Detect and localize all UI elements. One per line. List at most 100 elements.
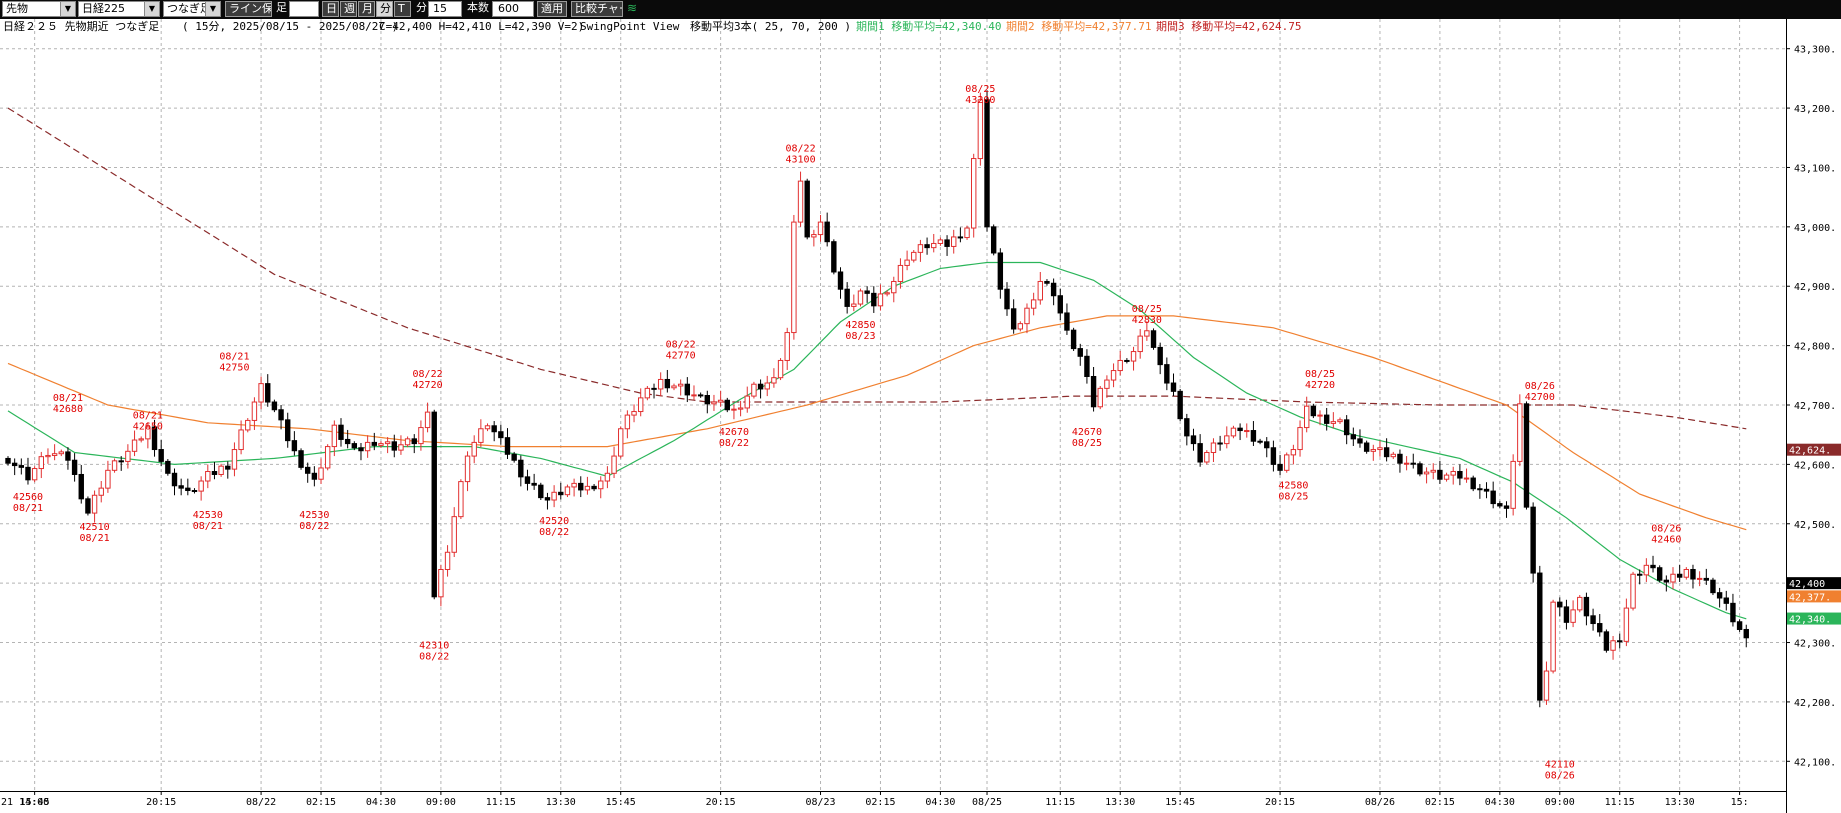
swing-date-label: 08/22 [719,438,749,449]
swing-price-label: 42580 [1278,480,1308,491]
swing-date-label: 08/26 [1651,524,1681,535]
time-axis-label: 13:30 [1665,797,1695,808]
candle-up [131,439,138,452]
candle-up [404,438,411,446]
period-day-button[interactable]: 日 [322,1,339,17]
price-tag-label: 42,340. [1789,615,1831,626]
indicator-name: SwingPoint View [580,20,680,33]
candle-down [1277,463,1283,471]
candle-down [1710,579,1716,594]
apply-button[interactable]: 適用 [537,1,567,17]
candle-up [58,451,64,455]
ma3-path [7,107,1747,430]
candle-up [1403,462,1410,465]
period-tick-button[interactable]: T [394,1,411,17]
time-axis-label: 08/23 [805,797,835,808]
swing-date-label: 08/21 [219,351,249,362]
candle-up [877,293,884,307]
period-minute-button[interactable]: 分 [376,1,393,17]
candle-down [358,447,364,452]
market-select[interactable]: 先物 ▼ [2,1,76,17]
period-month-button[interactable]: 月 [358,1,375,17]
candle-down [1690,568,1696,580]
candle-up [1377,447,1383,451]
candle-down [1557,601,1563,608]
time-axis-label: 02:15 [865,797,895,808]
candle-down [1264,441,1270,449]
candle-down [1237,427,1243,432]
chart-background [0,19,1841,813]
candle-up [424,411,431,429]
swing-date-label: 08/25 [1305,369,1335,380]
candle-up [777,359,784,379]
swing-date-label: 08/22 [539,527,569,538]
symbol-select[interactable]: 日経225 ▼ [78,1,160,17]
candle-up [917,244,924,253]
period-week-button[interactable]: 週 [340,1,357,17]
minute-input[interactable]: 15 [428,1,462,17]
price-axis-label: 42,500. [1794,520,1836,531]
candle-up [145,426,151,440]
chart-type-select[interactable]: つなぎ足 ▼ [163,1,221,17]
candle-up [98,487,104,496]
candle-down [65,451,71,461]
candle-up [1610,640,1616,651]
candle-down [1383,447,1390,458]
candle-up [1224,435,1230,445]
candle-up [644,387,651,399]
candle-up [791,221,797,334]
candle-up [1030,299,1037,309]
symbol-title: 日経２２５ 先物期近 つなぎ足 [3,19,159,33]
chart-settings-icon[interactable]: ≋ [627,1,638,15]
swing-price-label: 42680 [53,404,83,415]
candle-up [1670,573,1676,583]
symbol-select-value: 日経225 [82,2,125,15]
candle-down [1716,592,1723,599]
candle-up [91,494,98,514]
candle-up [764,382,770,390]
candle-down [1650,564,1656,569]
candle-up [125,450,131,462]
price-axis-label: 42,800. [1794,342,1836,353]
candle-up [205,471,211,482]
candle-up [1097,387,1103,408]
candle-up [438,568,444,598]
candle-down [178,485,184,489]
candle-up [324,446,331,469]
candle-up [245,419,251,431]
candle-up [851,303,857,307]
candle-up [1510,460,1516,509]
bar-size-input[interactable] [289,1,319,17]
ma-title: 移動平均3本( 25, 70, 200 ) [690,19,851,33]
candle-down [1197,443,1203,463]
candle-down [1357,438,1363,444]
candle-up [611,455,617,474]
candle-up [1017,323,1024,330]
minute-label: 分 [416,1,427,14]
candle-up [1117,359,1123,372]
candle-down [844,288,850,307]
candle-down [1663,579,1670,583]
candle-down [118,460,124,463]
candle-down [18,465,25,468]
count-input[interactable]: 600 [492,1,534,17]
candle-down [1270,447,1277,465]
time-axis-first-label: 21 14:00 [1,797,49,808]
candle-up [717,399,724,403]
candle-down [1470,477,1476,490]
candle-down [651,387,657,390]
swing-price-label: 42830 [1132,315,1162,326]
candle-down [371,441,378,446]
line-save-button[interactable]: ライン保存 [225,1,272,17]
candle-up [1230,427,1237,437]
candle-down [524,476,531,484]
candle-down [1457,471,1463,479]
candle-down [25,466,31,481]
candle-up [458,481,464,518]
swing-date-label: 08/22 [419,652,449,663]
swing-date-label: 08/21 [13,503,43,514]
candle-down [1343,419,1350,436]
price-chart[interactable]: 4256008/2108/21426804251008/2108/2142650… [0,19,1841,813]
compare-chart-button[interactable]: 比較チャート [571,1,623,17]
candle-up [797,180,804,223]
